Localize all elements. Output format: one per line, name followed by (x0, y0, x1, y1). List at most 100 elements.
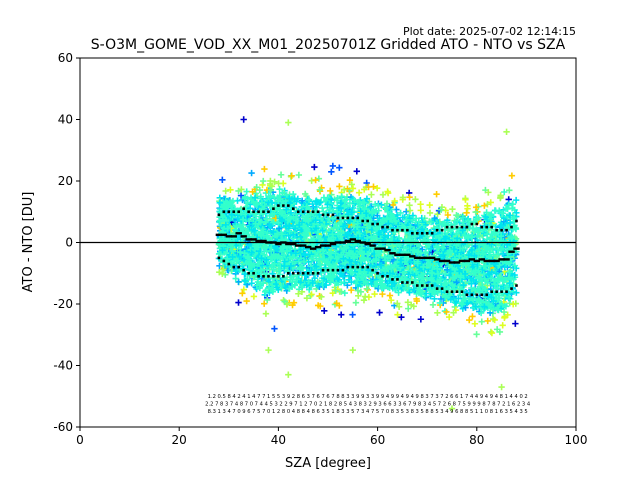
median-marker (404, 253, 411, 256)
data-point (366, 222, 373, 229)
percentile-marker (510, 225, 513, 229)
data-point (336, 183, 343, 190)
data-point (296, 221, 303, 229)
data-point (397, 209, 404, 217)
data-point (263, 256, 270, 263)
data-point (363, 195, 371, 202)
data-point (411, 226, 418, 233)
data-point (506, 187, 513, 194)
data-point (317, 261, 324, 269)
data-point (339, 223, 347, 230)
data-point (285, 119, 292, 126)
data-point (402, 245, 410, 252)
data-point (237, 192, 245, 199)
percentile-marker (500, 290, 503, 293)
data-point (387, 210, 394, 217)
data-point (330, 263, 338, 270)
data-point (252, 201, 260, 208)
data-point (427, 245, 435, 253)
median-marker (414, 256, 421, 260)
data-point (440, 220, 447, 227)
median-marker (433, 258, 441, 261)
data-point (279, 208, 286, 215)
data-point (478, 318, 485, 325)
data-point (301, 223, 308, 230)
data-point (472, 303, 479, 310)
data-point (488, 329, 496, 337)
median-marker (394, 253, 401, 256)
data-point (298, 283, 305, 291)
data-point (290, 299, 298, 306)
data-point (391, 217, 399, 225)
percentile-marker (227, 262, 231, 266)
data-point (264, 296, 271, 304)
data-point (472, 267, 480, 274)
data-point (244, 253, 251, 260)
median-marker (354, 239, 361, 243)
data-point (314, 282, 322, 289)
percentile-marker (490, 225, 493, 229)
data-point (332, 250, 339, 257)
data-point (429, 301, 437, 309)
count-annotation-row: 8.3 1 3 4 7 0 9 6 7 5 7 0 1 2 8 0 4 8 8 … (208, 409, 528, 415)
percentile-marker (465, 225, 469, 229)
percentile-marker (326, 213, 330, 217)
data-point (465, 251, 472, 259)
data-point (494, 246, 502, 253)
data-point (349, 311, 356, 318)
percentile-marker (356, 265, 360, 269)
data-point (326, 219, 333, 227)
data-point (236, 253, 243, 261)
data-point (244, 228, 252, 235)
data-point (450, 309, 457, 316)
data-point (485, 189, 492, 196)
data-point (303, 295, 311, 302)
data-point (376, 215, 383, 222)
data-point (499, 210, 507, 217)
data-point (497, 232, 505, 240)
data-point (412, 196, 419, 203)
data-point (469, 313, 476, 320)
data-point (256, 284, 263, 292)
data-point (312, 252, 320, 260)
data-point (505, 274, 512, 281)
data-point (481, 303, 488, 310)
data-point (302, 251, 309, 258)
data-point (322, 281, 330, 289)
data-point (349, 204, 357, 212)
percentile-marker (311, 210, 315, 214)
median-marker (230, 235, 237, 238)
data-point (348, 181, 355, 188)
data-point (422, 290, 430, 297)
data-point (460, 281, 467, 289)
percentile-marker (222, 259, 226, 263)
data-point (286, 215, 293, 222)
data-point (287, 209, 295, 217)
percentile-marker (366, 219, 369, 223)
data-point (487, 328, 495, 336)
data-point (288, 172, 295, 179)
data-point (508, 172, 516, 179)
median-marker (503, 258, 510, 261)
data-point (475, 274, 483, 282)
data-point (295, 290, 302, 297)
data-point (487, 199, 494, 206)
data-point (501, 263, 508, 271)
data-point (354, 287, 362, 294)
median-marker (220, 233, 228, 237)
data-point (265, 346, 272, 354)
percentile-marker (346, 216, 350, 220)
data-point (229, 253, 236, 261)
data-point (337, 199, 344, 207)
data-point (464, 217, 472, 224)
data-point (302, 190, 309, 198)
data-point (367, 204, 374, 211)
data-point (422, 221, 429, 229)
data-point (318, 293, 325, 301)
data-point (454, 217, 461, 224)
data-point (319, 246, 327, 254)
data-point (434, 210, 441, 218)
data-point (387, 297, 395, 304)
data-point (341, 203, 348, 210)
data-point (348, 208, 355, 216)
